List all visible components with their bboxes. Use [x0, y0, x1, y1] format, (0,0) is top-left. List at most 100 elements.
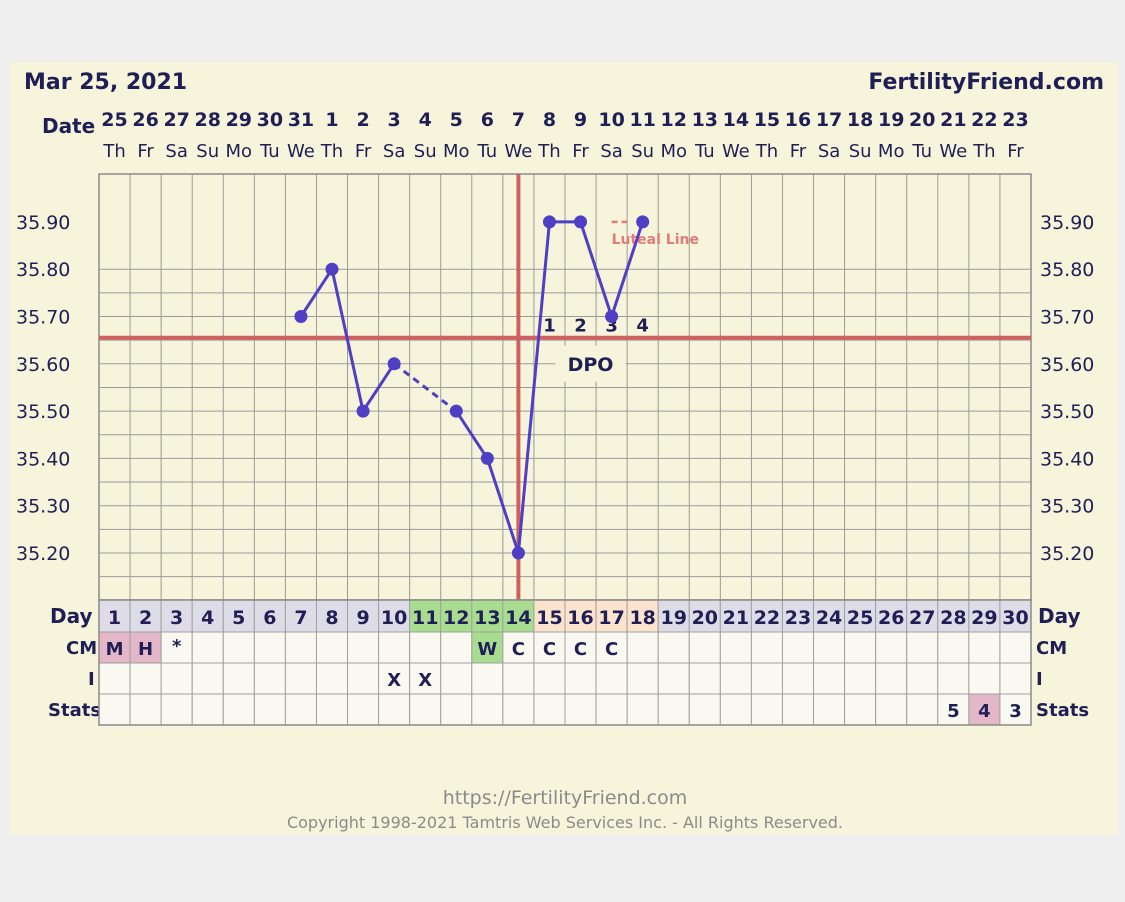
date-label: 30 — [257, 109, 283, 131]
table-cell-i — [440, 662, 473, 695]
date-label: 7 — [512, 109, 525, 131]
cm-value: C — [512, 639, 525, 660]
weekday-label: Th — [102, 141, 125, 162]
day-number: 21 — [723, 607, 749, 629]
date-label: 12 — [661, 109, 687, 131]
y-tick-label-right: 35.50 — [1040, 401, 1094, 423]
table-cell-i — [813, 662, 846, 695]
table-cell-i — [222, 662, 255, 695]
table-cell-stats — [937, 693, 970, 726]
day-number: 14 — [505, 607, 531, 629]
date-label: 14 — [723, 109, 749, 131]
temp-point — [574, 215, 588, 229]
weekday-label: We — [504, 141, 532, 162]
cm-row-label-left: CM — [66, 638, 97, 659]
temp-point — [605, 310, 619, 323]
footer-url[interactable]: https://FertilityFriend.com — [443, 787, 688, 809]
day-row-label-left: Day — [50, 604, 93, 628]
dpo-box — [555, 345, 626, 382]
weekday-label: Sa — [600, 141, 622, 162]
stats-row-label-left: Stats — [48, 700, 101, 721]
temp-segment — [610, 221, 645, 317]
weekday-label: Fr — [137, 141, 154, 162]
temp-point — [356, 404, 370, 418]
table-cell-cm — [750, 631, 783, 664]
day-number: 4 — [201, 607, 214, 629]
temp-segment — [299, 268, 334, 318]
weekday-label: Tu — [911, 141, 932, 162]
date-label: 19 — [878, 109, 904, 131]
day-number: 11 — [412, 607, 438, 629]
weekday-label: Mo — [660, 141, 687, 162]
table-cell-i — [533, 662, 566, 695]
y-tick-label-left: 35.50 — [16, 401, 70, 423]
y-tick-label-right: 35.60 — [1040, 354, 1094, 376]
weekday-label: Tu — [694, 141, 715, 162]
date-label: 31 — [288, 109, 314, 131]
weekday-label: We — [287, 141, 315, 162]
table-cell-stats — [471, 693, 504, 726]
table-cell-stats — [906, 693, 939, 726]
table-cell-cm — [315, 631, 349, 664]
table-cell-i — [284, 662, 317, 695]
table-cell-i — [999, 662, 1032, 695]
plot-grid — [98, 174, 1032, 600]
date-label: 5 — [450, 109, 463, 131]
table-cell-cm — [564, 631, 597, 664]
cm-value: H — [138, 639, 153, 660]
date-label: 8 — [543, 109, 556, 131]
table-cell-i — [657, 662, 690, 695]
y-tick-label-left: 35.70 — [16, 307, 70, 329]
table-cell-day — [968, 599, 1001, 633]
day-number: 18 — [629, 607, 655, 629]
date-label: 6 — [481, 109, 494, 131]
table-cell-i — [502, 662, 535, 695]
weekday-label: Mo — [226, 141, 253, 162]
weekday-label: We — [939, 141, 967, 162]
table-cell-i — [564, 662, 597, 695]
cm-row-label-right: CM — [1036, 638, 1067, 659]
intercourse-row-label-right: I — [1036, 669, 1043, 690]
table-cell-i — [315, 662, 349, 695]
y-tick-label-right: 35.70 — [1040, 307, 1094, 329]
day-number: 27 — [909, 607, 935, 629]
weekday-label: Th — [972, 141, 995, 162]
table-cell-stats — [813, 693, 846, 726]
day-number: 15 — [536, 607, 562, 629]
temp-segment-interpolated — [393, 362, 458, 413]
table-cell-i — [937, 662, 970, 695]
table-cell-cm — [937, 631, 970, 664]
date-label: 4 — [419, 109, 432, 131]
date-label: 26 — [132, 109, 158, 131]
date-label: 10 — [598, 109, 624, 131]
table-cell-i — [750, 662, 783, 695]
table-cell-cm — [222, 631, 255, 664]
date-label: 3 — [388, 109, 401, 131]
table-cell-day — [160, 599, 193, 633]
site-name: FertilityFriend.com — [868, 70, 1104, 95]
weekday-label: Th — [320, 141, 343, 162]
y-tick-label-left: 35.30 — [16, 496, 70, 518]
date-label: 1 — [325, 109, 338, 131]
table-cell-stats — [688, 693, 721, 726]
temp-point — [325, 262, 339, 276]
weekday-label: Tu — [476, 141, 497, 162]
table-cell-i — [191, 662, 224, 695]
date-label: 22 — [971, 109, 997, 131]
day-number: 9 — [356, 607, 369, 629]
table-cell-cm — [968, 631, 1001, 664]
weekday-label: Fr — [572, 141, 589, 162]
date-label: 11 — [629, 109, 655, 131]
table-cell-cm — [844, 631, 877, 664]
date-label: 15 — [754, 109, 780, 131]
table-cell-stats — [844, 693, 877, 726]
weekday-label: Mo — [443, 141, 470, 162]
temp-segment — [455, 410, 489, 460]
weekday-label: Th — [537, 141, 560, 162]
table-cell-cm — [191, 631, 224, 664]
day-number: 10 — [381, 607, 407, 629]
weekday-label: Sa — [383, 141, 405, 162]
table-cell-cm — [347, 631, 380, 664]
date-label: 9 — [574, 109, 587, 131]
day-number: 5 — [232, 607, 245, 629]
